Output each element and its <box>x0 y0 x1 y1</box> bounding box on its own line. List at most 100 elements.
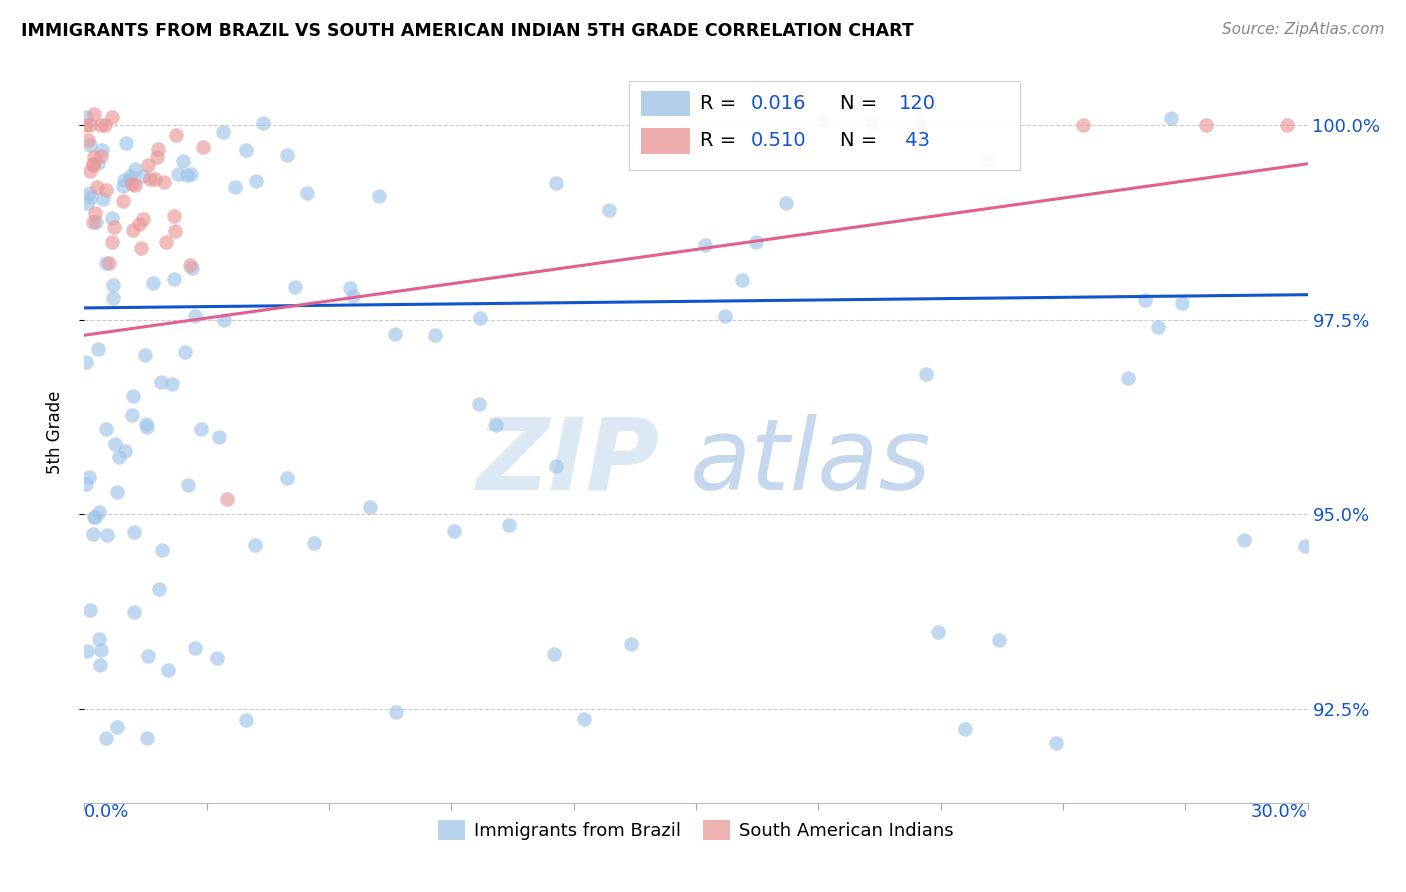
Point <box>101 211 124 226</box>
Point <box>96 528 118 542</box>
Point <box>974 153 997 167</box>
Point <box>83 107 105 121</box>
Text: 30.0%: 30.0% <box>1251 803 1308 821</box>
Text: 43: 43 <box>898 130 929 150</box>
Point <box>915 367 938 381</box>
Point <box>111 178 134 193</box>
Point <box>1160 111 1182 125</box>
Point <box>546 458 568 473</box>
Point <box>160 377 183 392</box>
Point <box>468 396 491 410</box>
Point <box>112 173 135 187</box>
Point <box>135 417 157 431</box>
Text: Source: ZipAtlas.com: Source: ZipAtlas.com <box>1222 22 1385 37</box>
Point <box>103 291 125 305</box>
Point <box>121 177 143 191</box>
Point <box>91 143 114 157</box>
Point <box>101 110 124 124</box>
Point <box>181 260 204 275</box>
Point <box>83 510 105 524</box>
FancyBboxPatch shape <box>628 81 1021 169</box>
Text: 0.510: 0.510 <box>751 130 807 150</box>
Point <box>927 625 949 640</box>
Point <box>155 235 177 249</box>
Point <box>166 167 188 181</box>
Point <box>811 114 834 128</box>
Point <box>79 118 101 132</box>
Y-axis label: 5th Grade: 5th Grade <box>45 391 63 475</box>
Point <box>135 420 157 434</box>
Point <box>136 158 159 172</box>
Point <box>79 470 101 484</box>
Point <box>775 196 797 211</box>
Point <box>1195 118 1218 132</box>
Point <box>82 157 104 171</box>
Point <box>252 116 274 130</box>
Point <box>385 706 408 720</box>
Point <box>1073 118 1095 132</box>
Point <box>91 193 114 207</box>
Point <box>121 223 143 237</box>
Point <box>122 389 145 403</box>
Point <box>87 505 110 519</box>
Point <box>101 235 124 250</box>
Point <box>342 289 364 303</box>
Point <box>79 138 101 153</box>
Point <box>105 720 128 734</box>
Point <box>1233 533 1256 547</box>
Legend: Immigrants from Brazil, South American Indians: Immigrants from Brazil, South American I… <box>432 813 960 847</box>
Point <box>163 224 186 238</box>
Text: 0.016: 0.016 <box>751 94 807 112</box>
Point <box>1294 539 1316 553</box>
Point <box>217 491 239 506</box>
Point <box>235 714 257 728</box>
Point <box>112 194 135 208</box>
Point <box>84 215 107 229</box>
Text: N =: N = <box>841 130 884 150</box>
Point <box>143 172 166 186</box>
Point <box>115 136 138 151</box>
Point <box>543 647 565 661</box>
Point <box>79 186 101 200</box>
Point <box>105 485 128 500</box>
Point <box>174 344 197 359</box>
Point <box>90 118 112 132</box>
Point <box>177 478 200 492</box>
Point <box>79 603 101 617</box>
Point <box>235 143 257 157</box>
Point <box>953 722 976 736</box>
Point <box>77 133 100 147</box>
Point <box>498 518 520 533</box>
Point <box>83 150 105 164</box>
Point <box>190 422 212 436</box>
Point <box>423 328 446 343</box>
Point <box>94 256 117 270</box>
Point <box>75 110 97 124</box>
Point <box>118 172 141 186</box>
Point <box>284 280 307 294</box>
Point <box>208 429 231 443</box>
Point <box>108 450 131 465</box>
Point <box>82 158 104 172</box>
Point <box>146 150 169 164</box>
Point <box>134 348 156 362</box>
Text: 120: 120 <box>898 94 936 112</box>
Point <box>620 637 643 651</box>
FancyBboxPatch shape <box>641 128 690 153</box>
Point <box>82 526 104 541</box>
Point <box>94 422 117 436</box>
Point <box>359 500 381 514</box>
Point <box>572 712 595 726</box>
Point <box>122 605 145 619</box>
Point <box>1135 293 1157 308</box>
Point <box>1045 736 1067 750</box>
Point <box>179 258 201 272</box>
Point <box>76 644 98 658</box>
Point <box>86 180 108 194</box>
Point <box>157 664 180 678</box>
Point <box>987 633 1010 648</box>
Point <box>243 537 266 551</box>
Point <box>76 196 98 211</box>
Point <box>114 443 136 458</box>
Point <box>75 118 97 132</box>
